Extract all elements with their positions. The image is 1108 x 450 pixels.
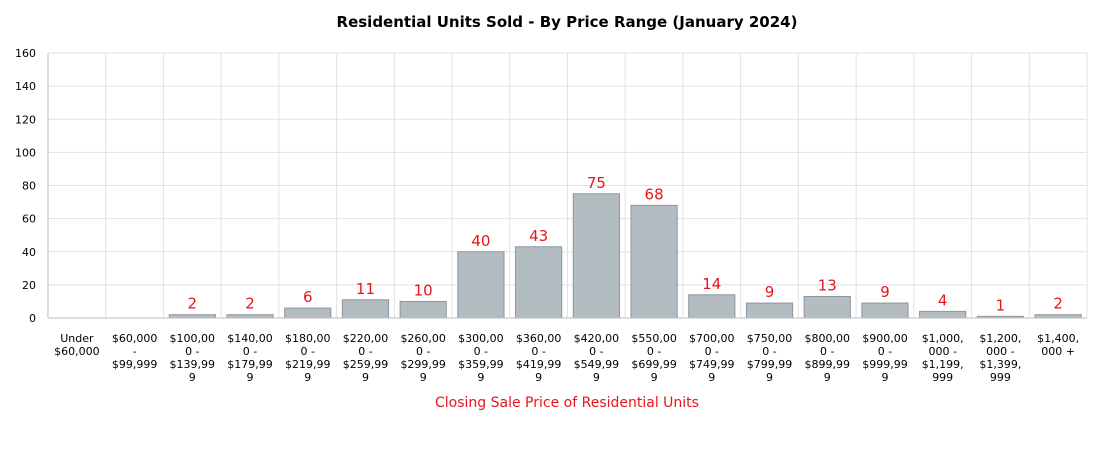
bar	[284, 307, 332, 319]
x-tick-label: $60,000 -$99,999	[112, 332, 158, 371]
x-tick-label: $750,00 0 -$799,99 9	[747, 332, 793, 384]
data-label: 43	[529, 227, 548, 245]
bar	[803, 295, 851, 319]
x-tick-label: $800,00 0 -$899,99 9	[805, 332, 851, 384]
x-tick-label: $900,00 0 -$999,99 9	[862, 332, 908, 384]
y-tick-label: 120	[15, 113, 36, 126]
y-tick-label: 140	[15, 80, 36, 93]
bar	[457, 251, 505, 319]
x-axis-ticks: Under $60,000 $60,000 -$99,999 $100,00 0 -$13…	[54, 332, 1079, 384]
y-tick-label: 40	[22, 246, 36, 259]
x-axis-label: Closing Sale Price of Residential Units	[435, 395, 699, 411]
data-label: 2	[188, 295, 198, 313]
data-label: 75	[587, 174, 606, 192]
chart-title: Residential Units Sold - By Price Range …	[337, 13, 798, 31]
y-tick-label: 20	[22, 279, 36, 292]
y-axis-ticks: 0 20 40 60 80 100 120 140 160	[15, 47, 36, 325]
bar	[630, 204, 678, 319]
x-tick-label: $260,00 0 -$299,99 9	[400, 332, 446, 384]
bar	[919, 310, 967, 319]
data-label: 9	[765, 283, 775, 301]
bars	[168, 193, 1082, 319]
x-tick-label: $300,00 0 -$359,99 9	[458, 332, 504, 384]
bar	[572, 193, 620, 319]
data-label: 14	[702, 275, 721, 293]
x-tick-label: $220,00 0 -$259,99 9	[343, 332, 389, 384]
data-label: 2	[1053, 295, 1063, 313]
y-tick-label: 160	[15, 47, 36, 60]
x-tick-label: $550,00 0 -$699,99 9	[631, 332, 677, 384]
bar	[515, 246, 563, 319]
data-label: 11	[356, 280, 375, 298]
x-tick-label: $1,000, 000 -$1,199, 999	[922, 332, 964, 384]
data-label: 13	[818, 276, 837, 294]
bar	[861, 302, 909, 319]
x-tick-label: $180,00 0 -$219,99 9	[285, 332, 331, 384]
data-labels: 2 2 6 11 10 40 43 75 68 14 9 13 9 4 1 2	[188, 174, 1063, 315]
bar	[745, 302, 794, 319]
data-label: 1	[996, 296, 1006, 314]
bar	[341, 299, 390, 319]
gridlines	[48, 52, 1088, 318]
data-label: 40	[471, 232, 490, 250]
y-tick-label: 80	[22, 180, 36, 193]
data-label: 68	[645, 185, 664, 203]
x-tick-label: $1,200, 000 -$1,399, 999	[979, 332, 1021, 384]
x-tick-label: $420,00 0 -$549,99 9	[574, 332, 620, 384]
data-label: 6	[303, 288, 313, 306]
data-label: 2	[245, 295, 255, 313]
data-label: 10	[414, 281, 433, 299]
y-tick-label: 100	[15, 146, 36, 159]
x-tick-label: $100,00 0 -$139,99 9	[170, 332, 216, 384]
data-label: 9	[880, 283, 890, 301]
bar	[688, 294, 736, 319]
x-tick-label: Under $60,000	[54, 332, 100, 358]
bar	[399, 300, 447, 319]
y-tick-label: 60	[22, 213, 36, 226]
y-tick-label: 0	[29, 312, 36, 325]
x-tick-label: $140,00 0 -$179,99 9	[227, 332, 273, 384]
x-tick-label: $1,400, 000 +	[1037, 332, 1079, 358]
data-label: 4	[938, 291, 948, 309]
x-tick-label: $360,00 0 -$419,99 9	[516, 332, 562, 384]
x-tick-label: $700,00 0 -$749,99 9	[689, 332, 735, 384]
